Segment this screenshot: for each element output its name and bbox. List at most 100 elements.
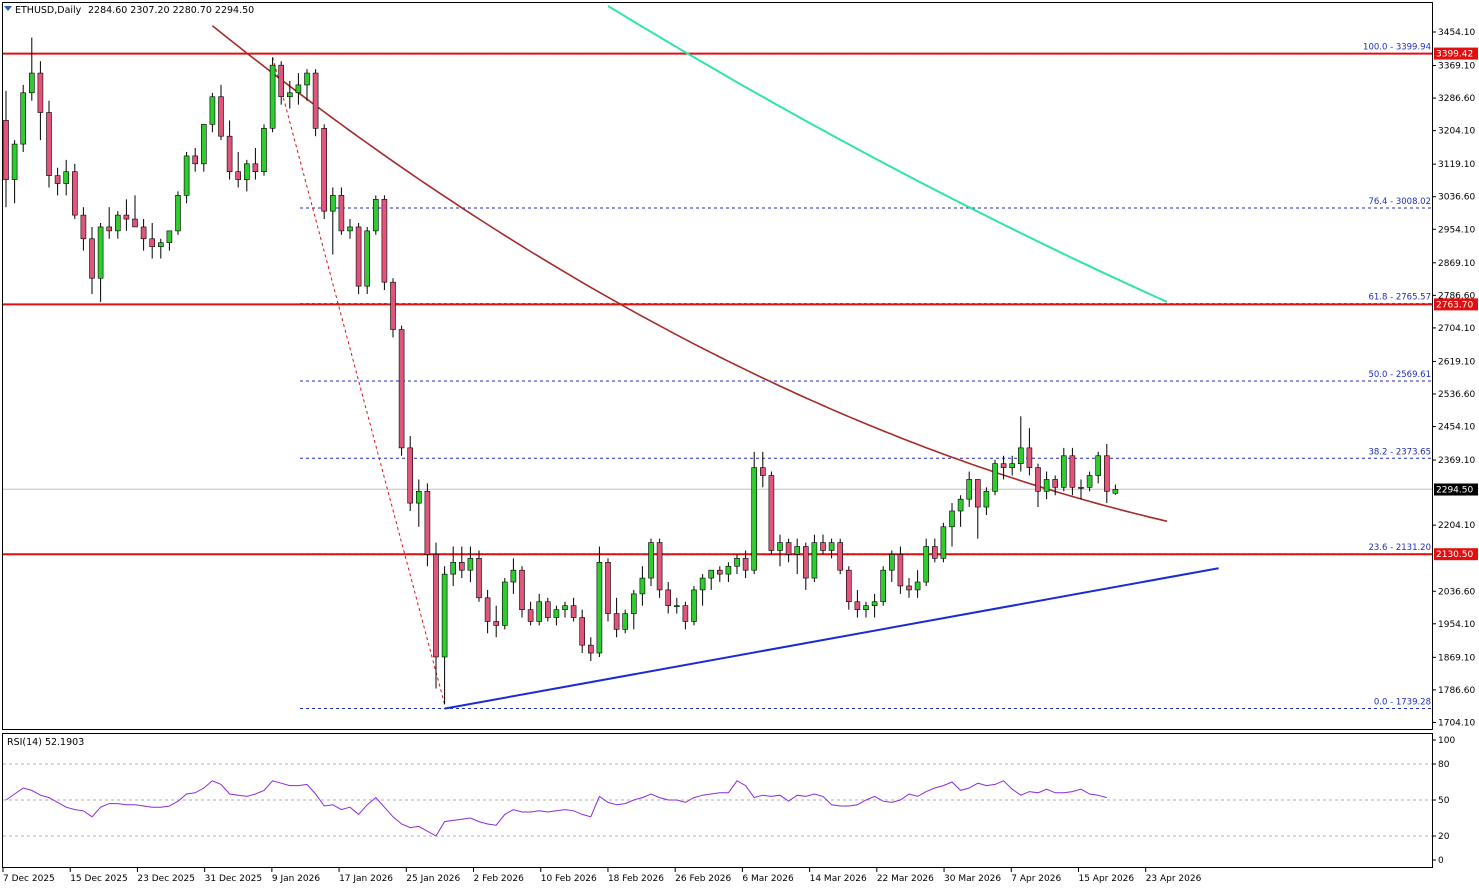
candle-body xyxy=(3,120,9,180)
chart-menu-triangle-icon[interactable] xyxy=(4,6,12,11)
candle-body xyxy=(759,467,766,476)
candle xyxy=(115,211,121,239)
candle-body xyxy=(1000,463,1007,468)
candle xyxy=(1061,447,1067,492)
candle xyxy=(802,542,809,590)
candle-body xyxy=(166,230,173,244)
candle-body xyxy=(364,230,371,287)
candle-body xyxy=(501,581,508,626)
rsi-header: RSI(14) 52.1903 xyxy=(7,737,84,748)
candle-body xyxy=(1052,479,1058,488)
candle-body xyxy=(80,214,87,240)
fib-label: 23.6 - 2131.20 xyxy=(1368,543,1431,553)
candle xyxy=(587,637,594,661)
rsi-line xyxy=(5,780,1107,837)
candle-body xyxy=(415,490,422,504)
candle-body xyxy=(716,569,723,575)
candle-body xyxy=(484,597,491,622)
fib-label: 50.0 - 2569.61 xyxy=(1368,370,1431,380)
price-tick-label: 3286.60 xyxy=(1438,94,1475,104)
candle xyxy=(218,84,224,141)
candle-body xyxy=(665,589,672,606)
candle-body xyxy=(347,226,353,232)
candle xyxy=(691,585,697,626)
candle-body xyxy=(183,155,190,196)
candle xyxy=(768,471,775,555)
candle-body xyxy=(244,163,250,180)
candle xyxy=(149,222,155,259)
candle-body xyxy=(630,593,637,614)
current-price-tag: 2294.50 xyxy=(1434,483,1478,496)
candle-body xyxy=(235,171,241,180)
support-trendline[interactable] xyxy=(444,567,1219,710)
candle xyxy=(820,534,826,555)
candle xyxy=(321,124,328,220)
candle xyxy=(192,148,198,172)
candle-body xyxy=(923,546,930,583)
date-label: 22 Mar 2026 xyxy=(877,874,934,884)
candle xyxy=(441,566,448,705)
candle xyxy=(329,187,336,255)
moving-average-slow xyxy=(607,5,1168,303)
price-tick-label: 1786.60 xyxy=(1438,686,1475,696)
candle xyxy=(708,569,715,590)
candle xyxy=(596,546,603,657)
candle xyxy=(605,558,611,622)
candle-body xyxy=(28,72,35,94)
candlesticks xyxy=(3,37,1119,705)
price-tick-label: 2036.60 xyxy=(1438,587,1475,597)
candle-body xyxy=(252,163,259,173)
candle xyxy=(613,597,620,638)
candle xyxy=(355,222,362,295)
candle xyxy=(476,550,482,602)
candle xyxy=(845,566,852,610)
candle xyxy=(372,195,379,235)
candle xyxy=(106,207,112,239)
candle-body xyxy=(37,72,44,113)
candle xyxy=(630,589,637,630)
candle-body xyxy=(1095,455,1101,476)
candle-body xyxy=(132,218,138,228)
rsi-axis: 100 80 50 20 0 xyxy=(1432,736,1455,866)
candle-body xyxy=(828,542,835,551)
candle-body xyxy=(802,546,809,579)
candle xyxy=(54,167,61,196)
candle-body xyxy=(871,601,878,606)
candle-body xyxy=(261,128,267,173)
candle xyxy=(407,436,414,512)
date-label: 9 Jan 2026 xyxy=(272,874,320,884)
candle xyxy=(837,538,844,575)
candle-body xyxy=(768,475,775,551)
date-label: 30 Mar 2026 xyxy=(944,874,1001,884)
price-tick-label: 1869.10 xyxy=(1438,653,1475,663)
candle xyxy=(493,605,500,638)
candle xyxy=(562,601,568,618)
fib-label: 61.8 - 2765.57 xyxy=(1368,293,1431,303)
candle xyxy=(132,195,138,228)
candle xyxy=(914,570,921,598)
rsi-tick-label: 0 xyxy=(1438,856,1444,866)
candle xyxy=(46,100,52,188)
candle-body xyxy=(1061,455,1067,488)
candle xyxy=(992,459,998,496)
candle-body xyxy=(450,561,457,575)
candle xyxy=(1086,471,1093,492)
candle xyxy=(201,124,207,172)
candle-body xyxy=(355,226,362,287)
candle-body xyxy=(682,605,689,622)
candle xyxy=(1035,463,1041,508)
candle-body xyxy=(794,546,801,555)
candle xyxy=(501,578,508,630)
candle-body xyxy=(269,64,276,129)
date-label: 23 Apr 2026 xyxy=(1146,874,1202,884)
candle-body xyxy=(433,554,439,658)
price-tick-label: 2204.10 xyxy=(1438,521,1475,531)
candle-body xyxy=(1009,463,1016,468)
candle-body xyxy=(957,498,964,512)
candle xyxy=(716,566,723,583)
candle-body xyxy=(140,226,147,240)
candle xyxy=(553,605,560,626)
candle xyxy=(381,195,388,291)
